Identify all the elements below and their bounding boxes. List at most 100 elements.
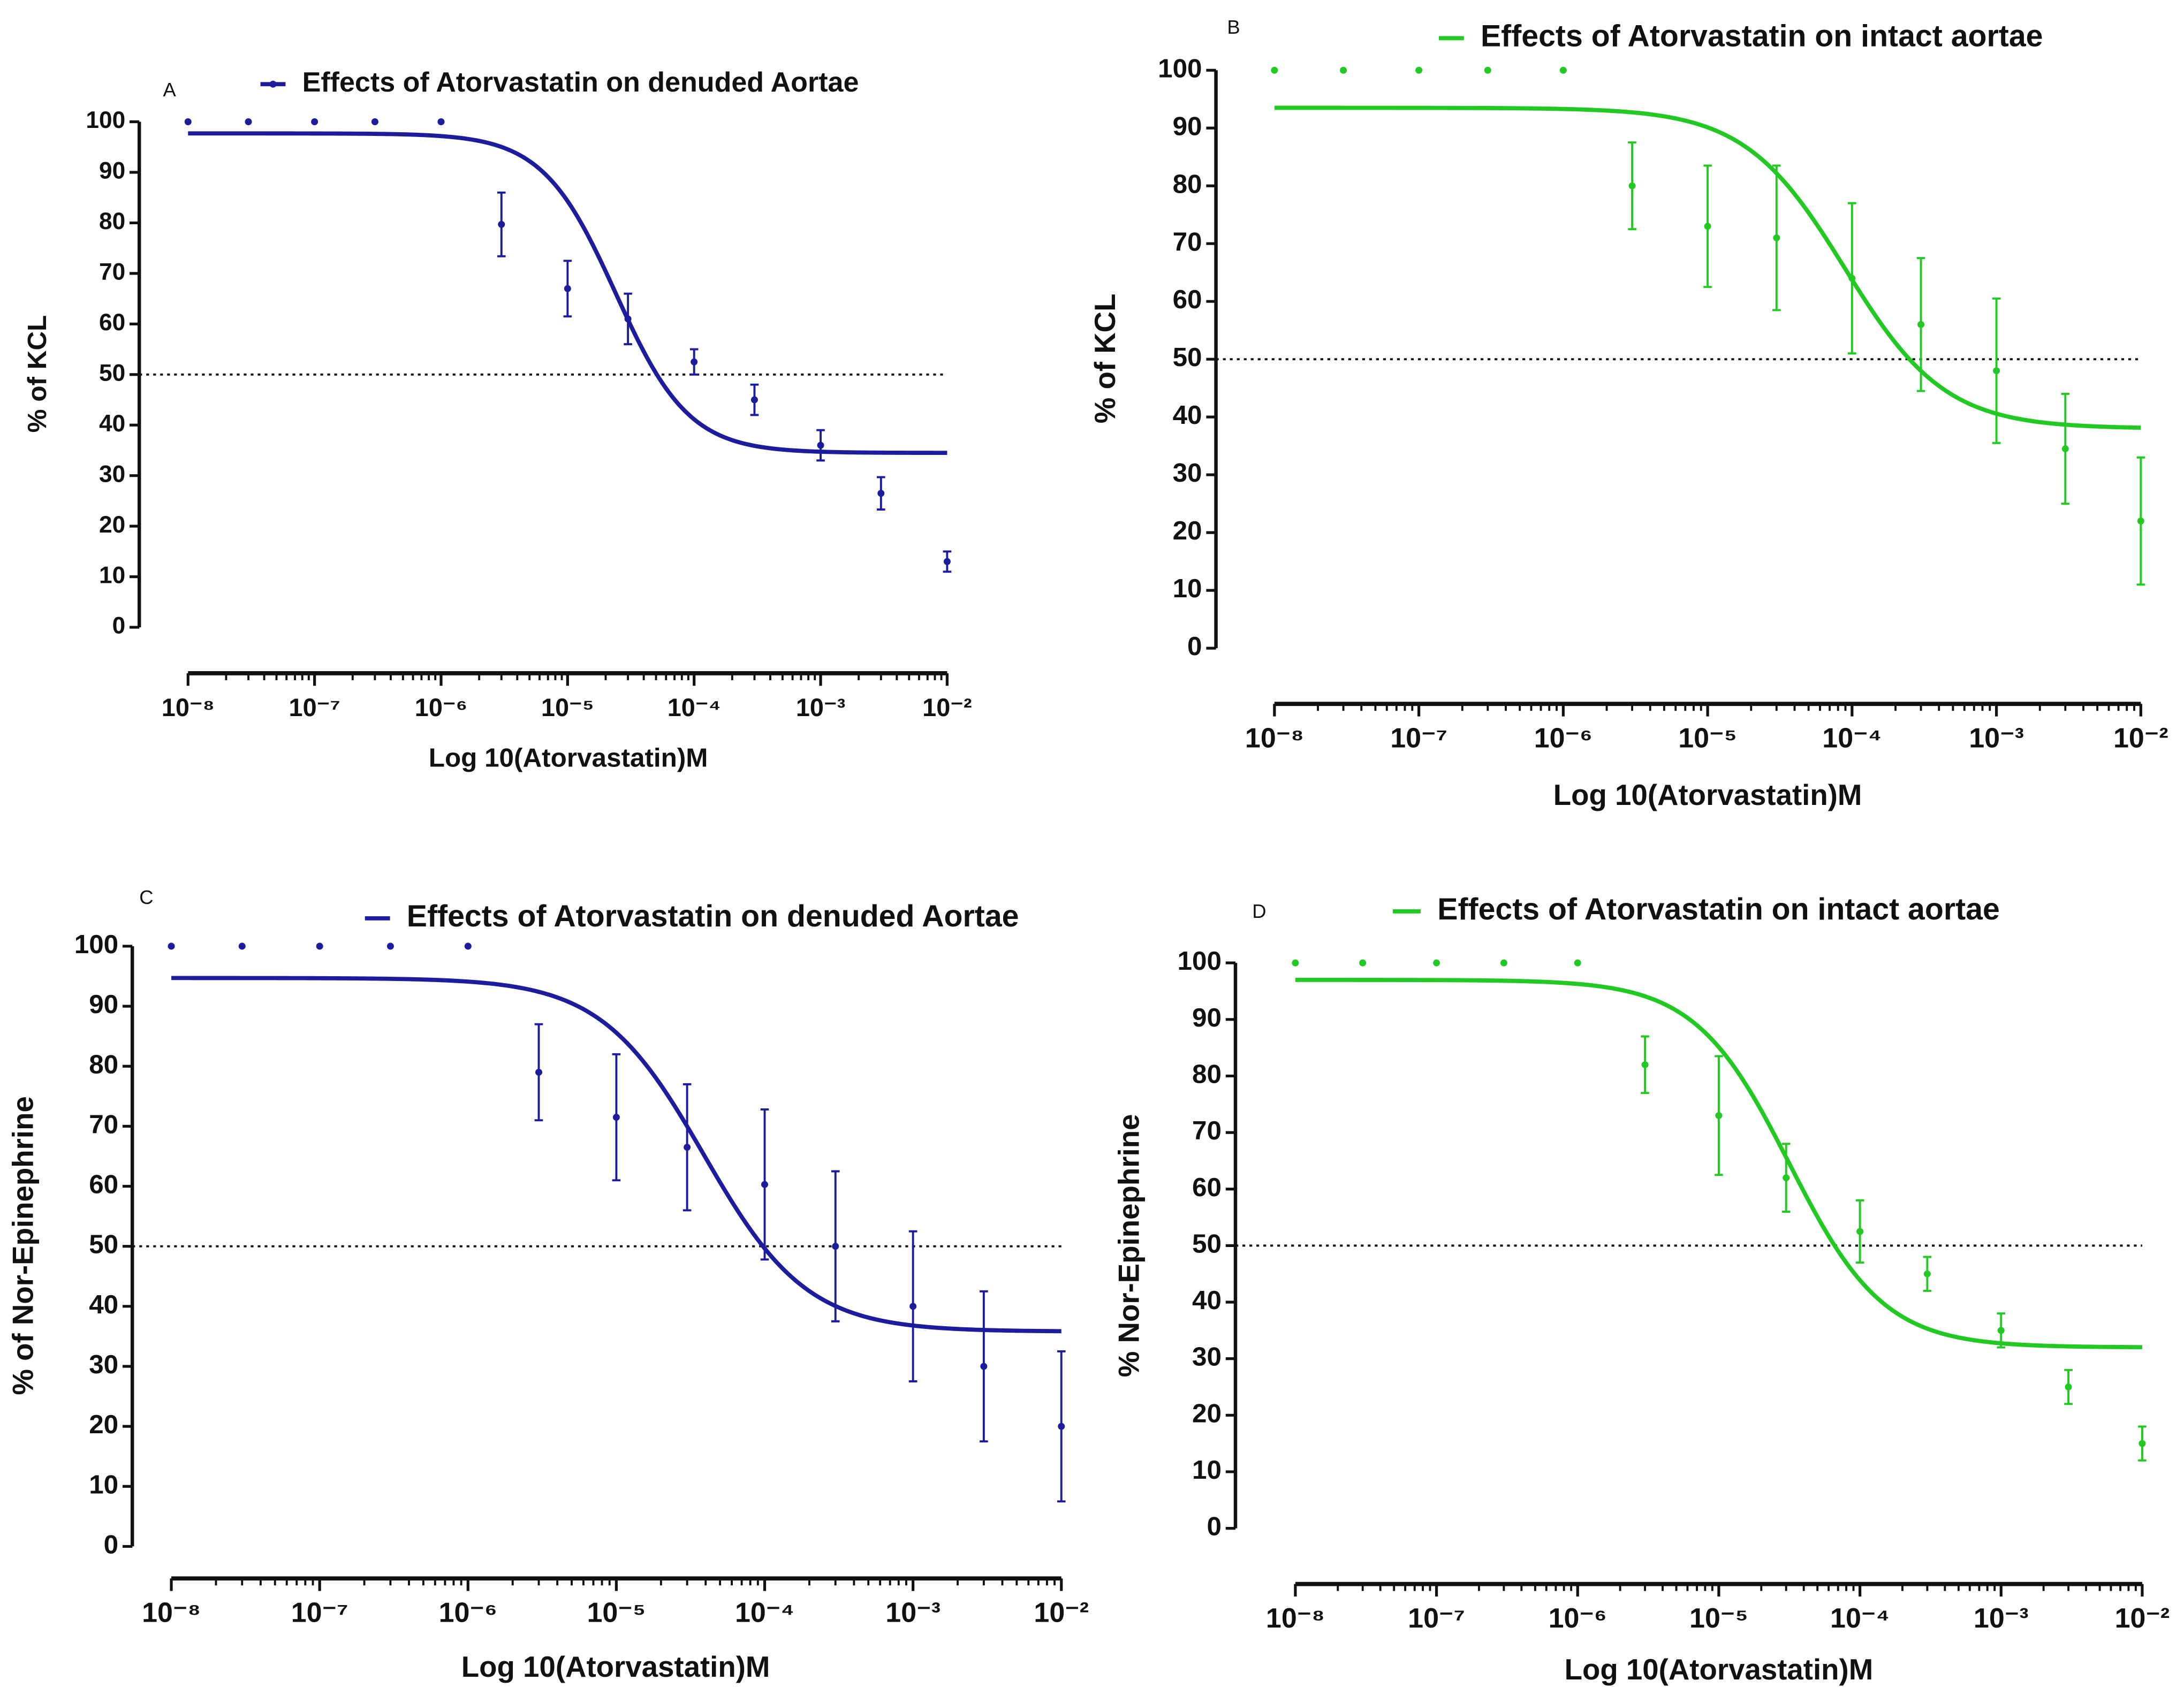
x-tick-label: 10⁻⁸: [1245, 723, 1304, 754]
x-tick-label: 10⁻²: [2113, 723, 2168, 754]
y-tick-label: 10: [99, 562, 125, 588]
data-point: [612, 1114, 620, 1121]
data-point: [1773, 234, 1780, 241]
data-point: [1292, 959, 1299, 967]
data-point: [1848, 275, 1856, 282]
y-tick-label: 40: [1192, 1286, 1222, 1315]
data-point: [1715, 1112, 1723, 1119]
y-tick-label: 50: [1173, 343, 1202, 372]
x-tick-label: 10⁻³: [1969, 723, 2024, 754]
data-point: [1704, 223, 1711, 230]
y-tick-label: 10: [1173, 574, 1202, 603]
data-point: [1783, 1174, 1790, 1182]
y-tick-label: 10: [89, 1470, 118, 1499]
data-point: [535, 1068, 543, 1076]
data-point: [1628, 182, 1636, 189]
y-tick-label: 70: [99, 259, 125, 285]
data-point: [1484, 66, 1491, 74]
y-tick-label: 70: [89, 1109, 118, 1139]
x-tick-label: 10⁻⁵: [1689, 1603, 1748, 1634]
y-tick-label: 0: [112, 613, 126, 639]
y-tick-label: 20: [1173, 516, 1202, 545]
panel-letter: A: [163, 79, 176, 101]
x-tick-label: 10⁻⁶: [1534, 723, 1592, 754]
data-point: [168, 942, 175, 950]
data-point: [2065, 1383, 2072, 1390]
legend-label: Effects of Atorvastatin on denuded Aorta…: [407, 899, 1019, 933]
data-point: [750, 396, 758, 404]
data-point: [1271, 66, 1278, 74]
panel: D 0 10 20 30 40 50 60 70 80 90 100 10⁻⁸ 10⁻⁷ 10⁻⁶ 10⁻⁵ 1…: [1112, 892, 2170, 1686]
y-tick-label: 100: [86, 107, 125, 133]
data-point: [498, 221, 505, 228]
legend-label: Effects of Atorvastatin on denuded Aorta…: [302, 67, 859, 98]
y-tick-label: 20: [99, 512, 125, 538]
y-tick-label: 90: [99, 158, 125, 184]
data-point: [1433, 959, 1440, 967]
y-axis-label: % of Nor-Epinephrine: [6, 1096, 39, 1395]
y-tick-label: 80: [1173, 169, 1202, 199]
x-tick-label: 10⁻²: [922, 694, 972, 721]
y-tick-label: 40: [1173, 400, 1202, 430]
y-tick-label: 60: [89, 1170, 118, 1199]
data-point: [238, 942, 246, 950]
y-tick-label: 80: [99, 208, 125, 234]
y-tick-label: 50: [1192, 1229, 1222, 1258]
x-tick-label: 10⁻⁸: [162, 694, 215, 721]
data-point: [1856, 1228, 1864, 1235]
x-tick-label: 10⁻⁸: [142, 1598, 201, 1629]
x-axis-label: Log 10(Atorvastatin)M: [429, 743, 708, 772]
x-tick-label: 10⁻⁸: [1266, 1603, 1325, 1634]
data-point: [564, 285, 571, 292]
data-point: [1559, 66, 1567, 74]
data-point: [877, 490, 885, 497]
x-tick-label: 10⁻³: [885, 1598, 941, 1629]
x-tick-label: 10⁻²: [1034, 1598, 1089, 1629]
y-tick-label: 30: [1173, 458, 1202, 488]
y-tick-label: 100: [74, 930, 118, 959]
x-tick-label: 10⁻⁴: [1822, 723, 1882, 754]
y-tick-label: 100: [1178, 946, 1222, 976]
x-axis-label: Log 10(Atorvastatin)M: [461, 1651, 770, 1683]
y-tick-label: 70: [1173, 227, 1202, 256]
y-tick-label: 90: [1192, 1003, 1222, 1032]
data-point: [245, 118, 252, 126]
x-axis-label: Log 10(Atorvastatin)M: [1553, 779, 1862, 811]
x-axis-label: Log 10(Atorvastatin)M: [1565, 1653, 1874, 1686]
y-tick-label: 50: [89, 1230, 118, 1259]
y-tick-label: 80: [1192, 1060, 1222, 1089]
x-tick-label: 10⁻²: [2115, 1603, 2170, 1634]
y-tick-label: 30: [89, 1350, 118, 1379]
x-tick-label: 10⁻⁴: [735, 1598, 794, 1629]
y-tick-label: 0: [1207, 1512, 1222, 1541]
panel: C 0 10 20 30 40 50 60 70 80 90 100 10⁻⁸ 10⁻⁷ 10⁻⁶ 10⁻⁵ 1…: [6, 886, 1089, 1683]
y-tick-label: 60: [1173, 285, 1202, 314]
y-axis-label: % of KCL: [1089, 294, 1121, 424]
data-point: [691, 358, 698, 366]
data-point: [1359, 959, 1367, 967]
panel-letter: D: [1252, 900, 1266, 922]
y-tick-label: 70: [1192, 1116, 1222, 1145]
data-point: [832, 1243, 839, 1250]
y-tick-label: 10: [1192, 1455, 1222, 1485]
data-point: [1917, 321, 1925, 328]
x-tick-label: 10⁻⁷: [291, 1598, 348, 1629]
data-point: [2137, 518, 2144, 525]
data-point: [437, 118, 445, 126]
x-tick-label: 10⁻⁶: [415, 694, 467, 721]
y-axis-label: % of KCL: [22, 315, 52, 433]
data-point: [1997, 1327, 2005, 1334]
x-tick-label: 10⁻³: [1974, 1603, 2029, 1634]
y-tick-label: 100: [1158, 54, 1202, 83]
x-tick-label: 10⁻⁴: [668, 694, 721, 721]
x-tick-label: 10⁻⁷: [1408, 1603, 1465, 1634]
data-point: [2061, 445, 2069, 453]
data-point: [624, 315, 632, 323]
x-tick-label: 10⁻⁵: [587, 1598, 646, 1629]
data-point: [1058, 1423, 1065, 1430]
data-point: [1641, 1061, 1649, 1068]
x-tick-label: 10⁻³: [796, 694, 845, 721]
x-tick-label: 10⁻⁷: [1390, 723, 1447, 754]
data-point: [761, 1181, 769, 1188]
